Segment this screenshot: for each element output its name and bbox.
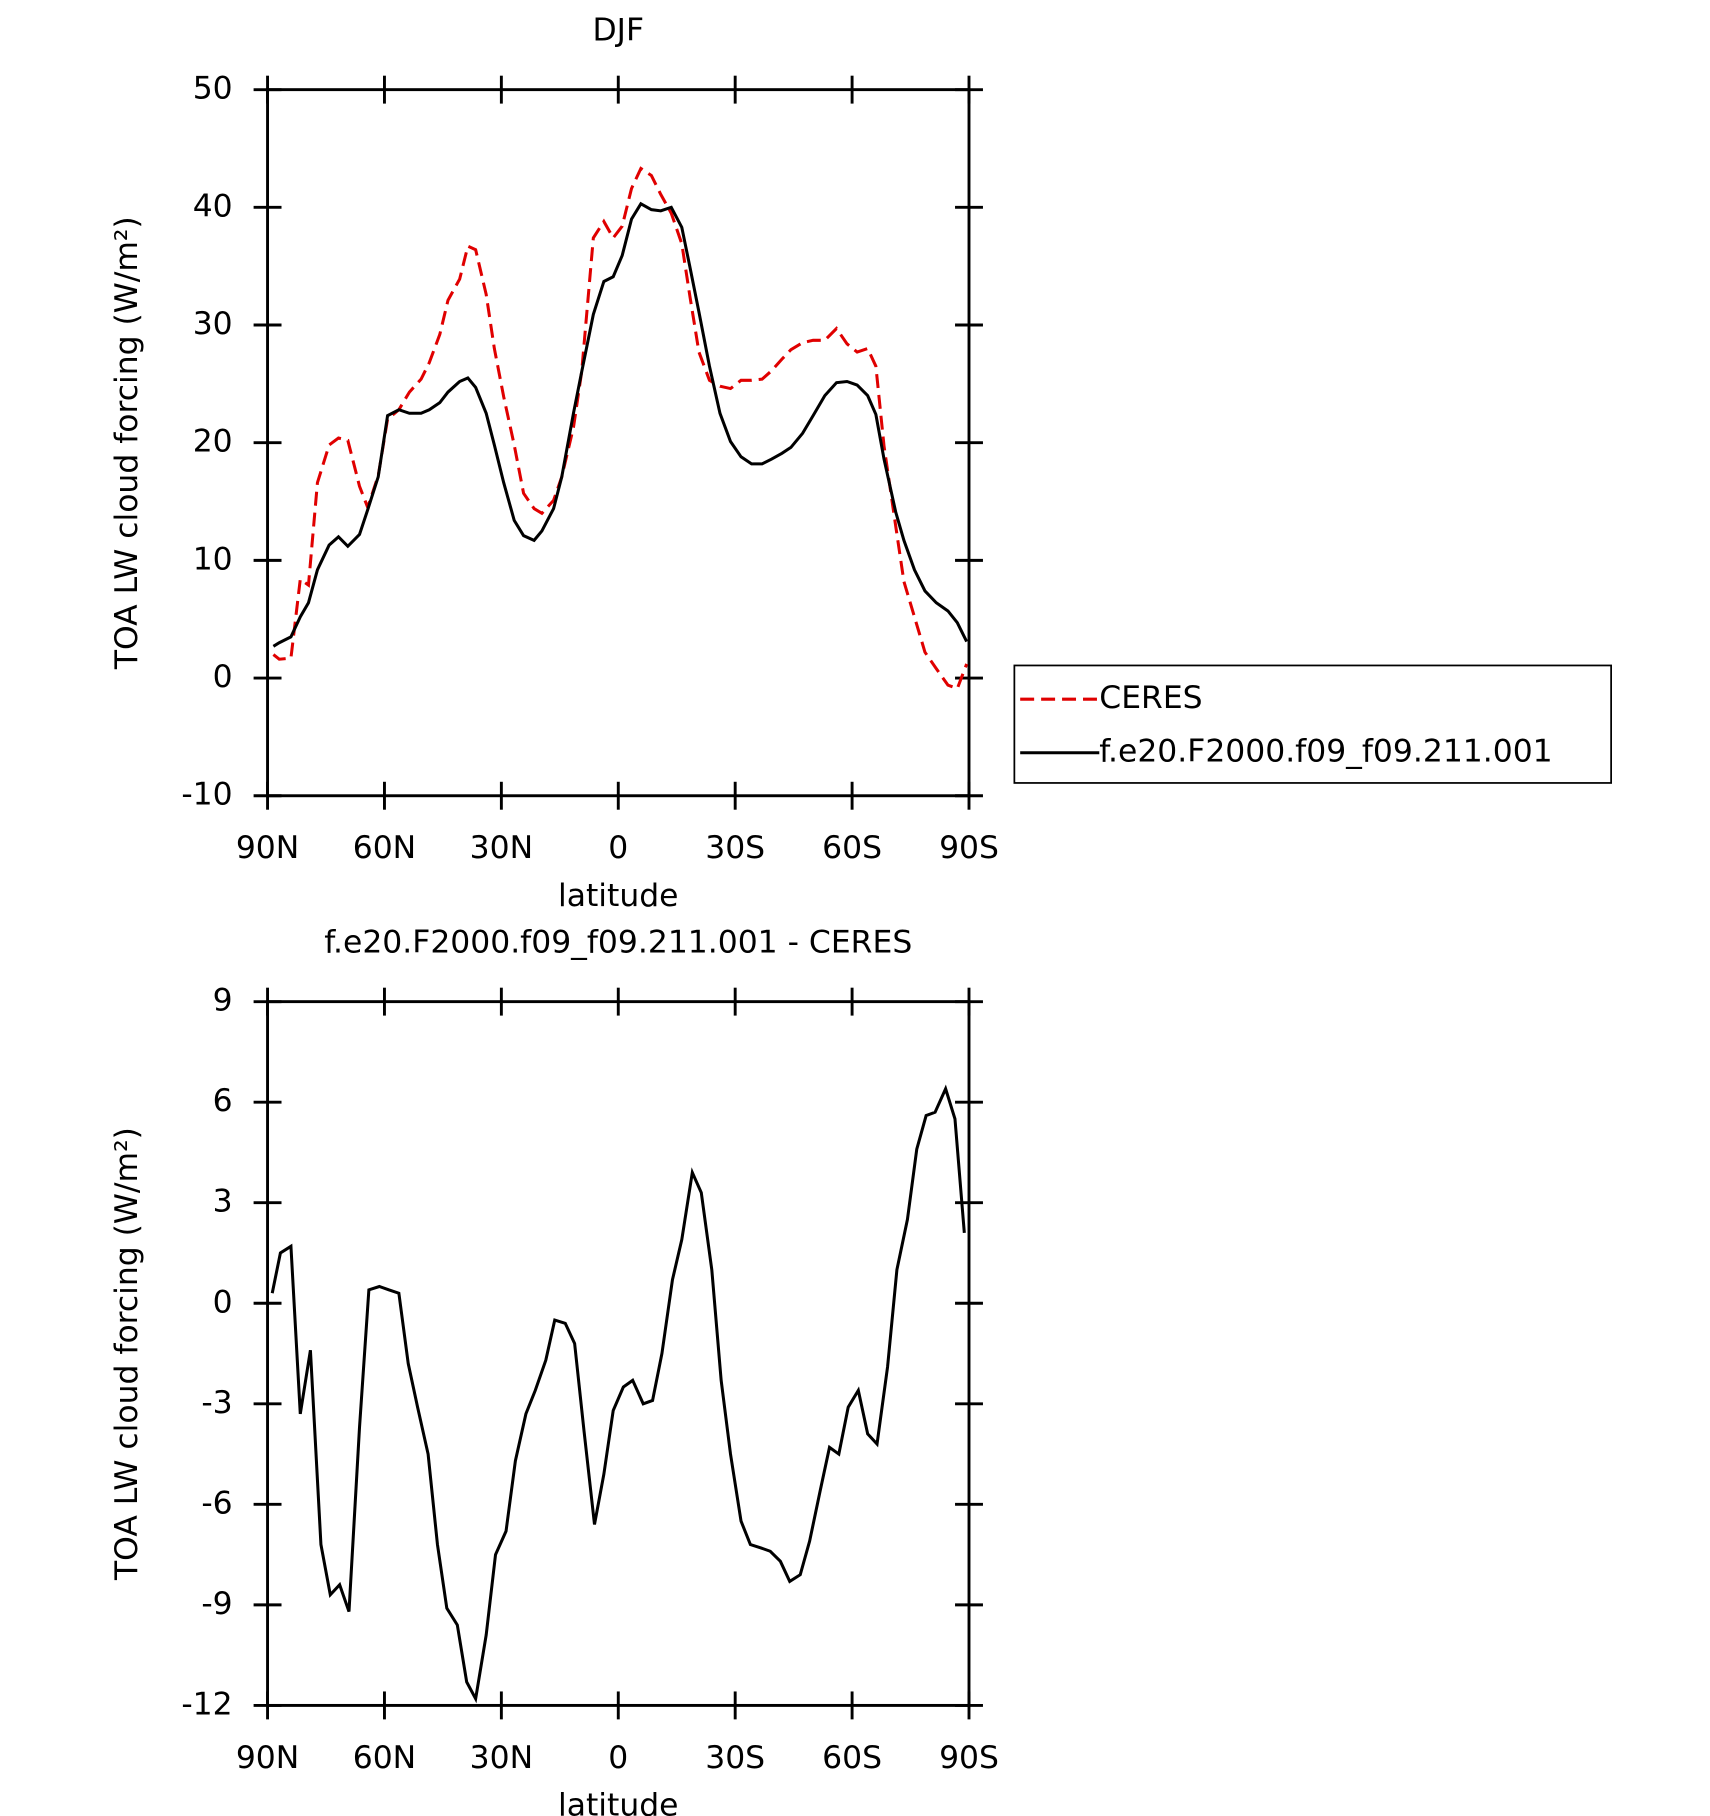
y-tick-label: 9 [213,983,233,1019]
y-tick-label: 0 [213,1284,233,1320]
x-tick-label: 30S [705,830,765,866]
y-tick-label: 40 [193,188,233,224]
x-axis-label: latitude [558,1788,678,1816]
y-tick-label: -9 [201,1586,232,1622]
x-tick-label: 90N [236,830,299,866]
x-tick-label: 30N [470,830,533,866]
legend-label: f.e20.F2000.f09_f09.211.001 [1099,734,1552,770]
y-tick-label: 20 [193,424,233,460]
x-tick-label: 90S [939,830,999,866]
chart-title: f.e20.F2000.f09_f09.211.001 - CERES [324,924,912,960]
y-axis-label: TOA LW cloud forcing (W/m²) [109,216,145,670]
x-tick-label: 30S [705,1740,765,1776]
y-tick-label: 0 [213,659,233,695]
y-tick-label: 3 [213,1184,233,1220]
x-tick-label: 60N [353,1740,416,1776]
legend-label: CERES [1099,680,1202,716]
y-tick-label: -3 [201,1385,232,1421]
x-tick-label: 90N [236,1740,299,1776]
y-tick-label: -6 [201,1485,232,1521]
plot-frame [266,88,971,798]
y-tick-label: 6 [213,1083,233,1119]
x-tick-label: 90S [939,1740,999,1776]
x-tick-label: 60N [353,830,416,866]
data-line [270,1084,966,1704]
data-line [272,166,969,691]
x-tick-label: 60S [822,830,882,866]
x-axis-label: latitude [558,878,678,914]
y-tick-label: 30 [193,306,233,342]
x-tick-label: 30N [470,1740,533,1776]
y-tick-label: -10 [181,777,232,813]
y-tick-label: 10 [193,541,233,577]
x-tick-label: 60S [822,1740,882,1776]
legend-box [1013,664,1612,784]
y-tick-label: -12 [181,1686,232,1722]
data-line [272,201,969,648]
y-tick-label: 50 [193,71,233,107]
x-tick-label: 0 [608,1740,628,1776]
y-axis-label: TOA LW cloud forcing (W/m²) [109,1127,145,1581]
plot-frame [266,1000,971,1707]
chart-title: DJF [593,12,645,48]
x-tick-label: 0 [608,830,628,866]
